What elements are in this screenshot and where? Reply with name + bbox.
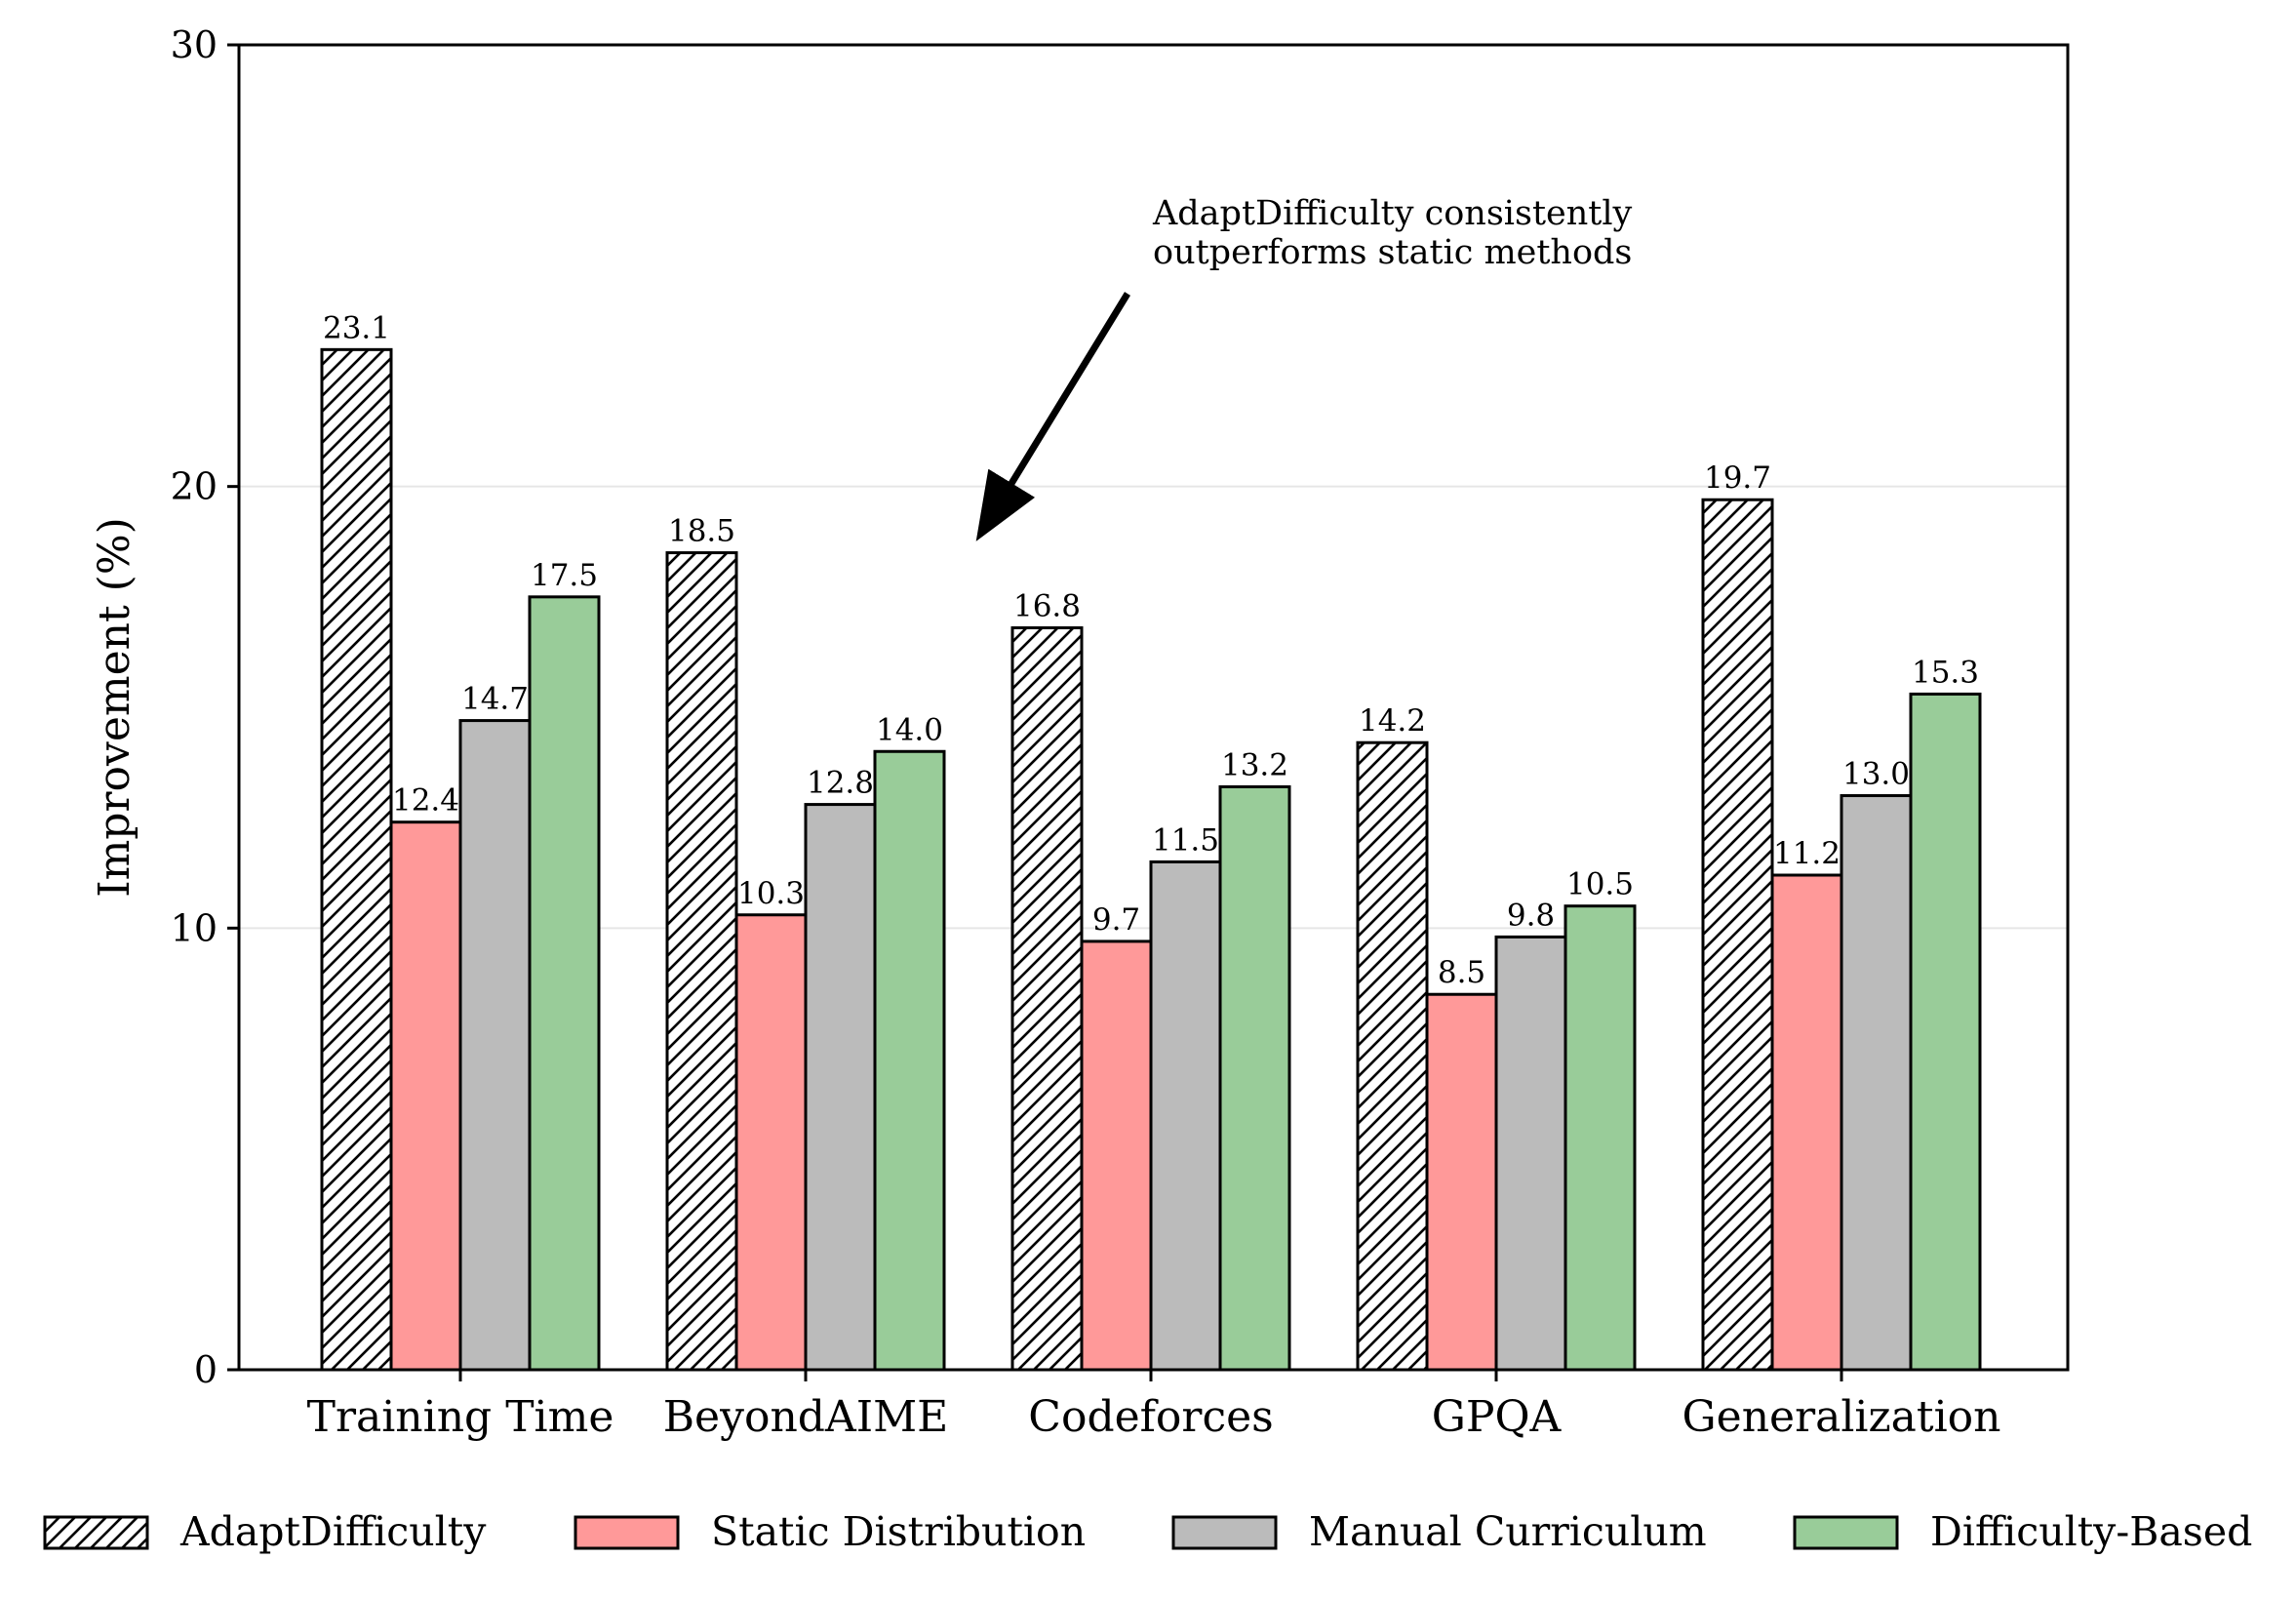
data-label: 14.0 — [876, 712, 943, 747]
data-label: 19.7 — [1704, 460, 1771, 496]
y-tick-label: 30 — [171, 23, 218, 66]
bar-adaptdifficulty — [1356, 740, 1429, 1372]
data-label: 11.2 — [1773, 836, 1841, 871]
bar-difficulty-based — [528, 595, 601, 1372]
data-label: 9.7 — [1092, 902, 1140, 938]
label-layer: 23.1 12.4 14.7 17.5 18.5 10.3 12.814.0 16.8 9.7 1… — [323, 310, 1979, 990]
y-axis-label: Improvement (%) — [90, 517, 139, 898]
annotation: AdaptDifficulty consistentlyoutperforms … — [975, 194, 1633, 541]
data-label: 11.5 — [1152, 822, 1219, 858]
bar-adaptdifficulty — [320, 347, 393, 1372]
y-tick-label: 10 — [171, 906, 218, 949]
data-label: 12.4 — [392, 783, 459, 819]
x-tick-label: BeyondAIME — [663, 1392, 949, 1442]
legend-swatch — [1793, 1515, 1899, 1550]
bar-difficulty-based — [1218, 784, 1291, 1372]
legend-swatch — [1171, 1515, 1278, 1550]
bar-adaptdifficulty — [1010, 626, 1084, 1372]
bar-manual-curriculum — [804, 803, 877, 1372]
y-tick-label: 0 — [194, 1348, 218, 1391]
bar-manual-curriculum — [458, 719, 532, 1372]
bar-static-distribution — [1770, 873, 1843, 1372]
data-label: 18.5 — [668, 514, 735, 549]
bar-static-distribution — [734, 913, 808, 1372]
bar-difficulty-based — [1909, 692, 1982, 1372]
bar-manual-curriculum — [1149, 859, 1222, 1372]
data-label: 16.8 — [1013, 589, 1081, 624]
annotation-text: AdaptDifficulty consistently — [1152, 194, 1633, 233]
bar-difficulty-based — [1564, 904, 1637, 1372]
bar-manual-curriculum — [1494, 935, 1567, 1372]
x-tick-label: Training Time — [307, 1392, 614, 1442]
bar-adaptdifficulty — [665, 551, 738, 1372]
x-tick-label: Codeforces — [1028, 1392, 1273, 1442]
axis-layer: 0 10 20 30 Training Time BeyondAIME Codeforces… — [171, 23, 2001, 1442]
bar-layer — [320, 347, 1982, 1372]
data-label: 10.5 — [1566, 867, 1634, 902]
bar-static-distribution — [1080, 939, 1153, 1372]
plot-frame — [237, 43, 2070, 1372]
legend-label: Manual Curriculum — [1309, 1508, 1707, 1555]
legend-label: Static Distribution — [711, 1508, 1086, 1555]
annotation-arrow — [975, 292, 1130, 541]
bar-static-distribution — [1425, 992, 1498, 1372]
y-tick-label: 20 — [171, 465, 218, 508]
data-label: 14.2 — [1359, 703, 1426, 739]
data-label: 15.3 — [1912, 655, 1979, 690]
data-label: 10.3 — [737, 876, 805, 911]
bar-difficulty-based — [873, 749, 946, 1372]
data-label: 17.5 — [531, 558, 598, 593]
data-label: 23.1 — [323, 310, 390, 345]
data-label: 13.0 — [1842, 757, 1910, 792]
legend: AdaptDifficulty Static Distribution Manual… — [43, 1508, 2252, 1555]
x-tick-label: Generalization — [1682, 1392, 2001, 1442]
legend-swatch — [43, 1515, 149, 1550]
data-label: 8.5 — [1438, 955, 1485, 990]
legend-label: Difficulty-Based — [1930, 1508, 2252, 1555]
legend-label: AdaptDifficulty — [179, 1508, 487, 1555]
data-label: 14.7 — [461, 682, 529, 717]
bar-manual-curriculum — [1840, 794, 1913, 1372]
bar-adaptdifficulty — [1701, 498, 1774, 1372]
data-label: 9.8 — [1507, 898, 1555, 933]
annotation-text: outperforms static methods — [1153, 233, 1632, 272]
data-label: 12.8 — [807, 766, 874, 801]
data-label: 13.2 — [1221, 747, 1288, 782]
bar-static-distribution — [389, 820, 462, 1372]
legend-swatch — [574, 1515, 680, 1550]
x-tick-label: GPQA — [1432, 1392, 1563, 1442]
